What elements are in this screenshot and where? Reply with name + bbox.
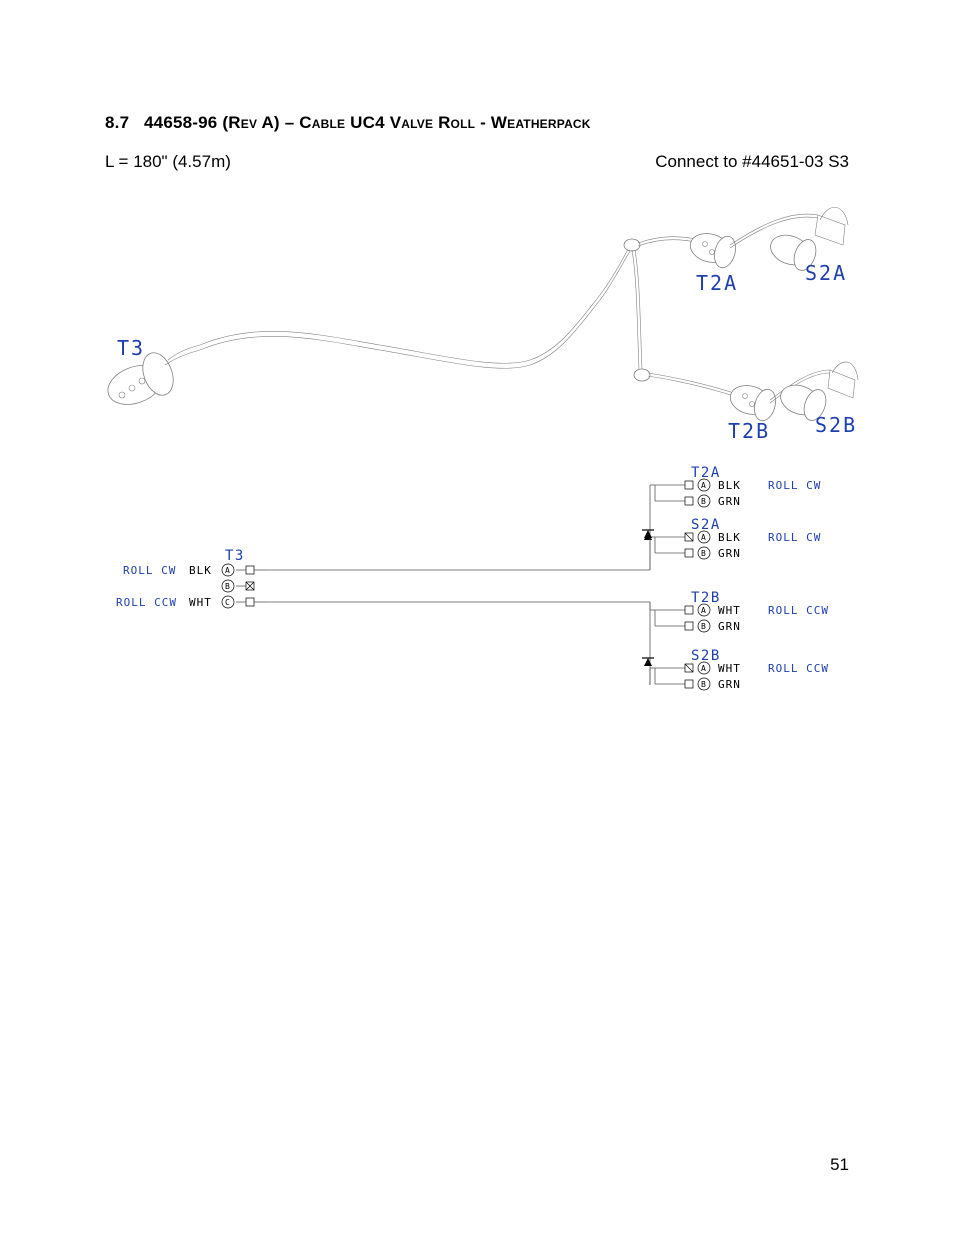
wiring-diagram: T3 ROLL CW BLK A B ROLL CCW WHT C (0, 450, 954, 770)
document-page: 8.7 44658-96 (Rev A) – Cable UC4 Valve R… (0, 0, 954, 1235)
t2b-a-func: ROLL CCW (768, 604, 829, 617)
s2a-pin-b: B (701, 549, 706, 558)
wiring-label-t2a: T2A (691, 465, 721, 481)
label-s2b: S2B (815, 413, 857, 437)
t3-c-color: WHT (189, 596, 212, 609)
t2a-pin-a: A (701, 481, 706, 490)
cable-split-upper (624, 239, 640, 251)
label-t3: T3 (117, 336, 145, 360)
t3-pin-b: B (225, 582, 230, 591)
cable-split-lower (634, 369, 650, 381)
t2a-pin-b: B (701, 497, 706, 506)
wiring-label-s2a: S2A (691, 517, 721, 533)
t2a-a-color: BLK (718, 479, 741, 492)
t2b-b-color: GRN (718, 620, 741, 633)
t3-pin-c: C (225, 598, 230, 607)
t2a-a-func: ROLL CW (768, 479, 821, 492)
t3-a-color: BLK (189, 564, 212, 577)
t2a-b-color: GRN (718, 495, 741, 508)
t2b-pin-b: B (701, 622, 706, 631)
wiring-label-t3: T3 (225, 548, 245, 564)
wiring-label-t2b: T2B (691, 590, 721, 606)
s2b-b-color: GRN (718, 678, 741, 691)
s2b-pin-a: A (701, 664, 706, 673)
label-s2a: S2A (805, 261, 847, 285)
wiring-label-s2b: S2B (691, 648, 721, 664)
s2a-b-color: GRN (718, 547, 741, 560)
page-number: 51 (830, 1155, 849, 1175)
t2b-pin-a: A (701, 606, 706, 615)
t3-a-func: ROLL CW (123, 564, 176, 577)
connector-t2a (687, 229, 739, 270)
t3-pin-a: A (225, 566, 230, 575)
label-t2b: T2B (728, 419, 770, 443)
s2a-a-color: BLK (718, 531, 741, 544)
label-t2a: T2A (696, 271, 738, 295)
s2b-pin-b: B (701, 680, 706, 689)
s2b-a-func: ROLL CCW (768, 662, 829, 675)
t3-c-func: ROLL CCW (116, 596, 177, 609)
s2b-a-color: WHT (718, 662, 741, 675)
s2a-a-func: ROLL CW (768, 531, 821, 544)
s2a-pin-a: A (701, 533, 706, 542)
t2b-a-color: WHT (718, 604, 741, 617)
